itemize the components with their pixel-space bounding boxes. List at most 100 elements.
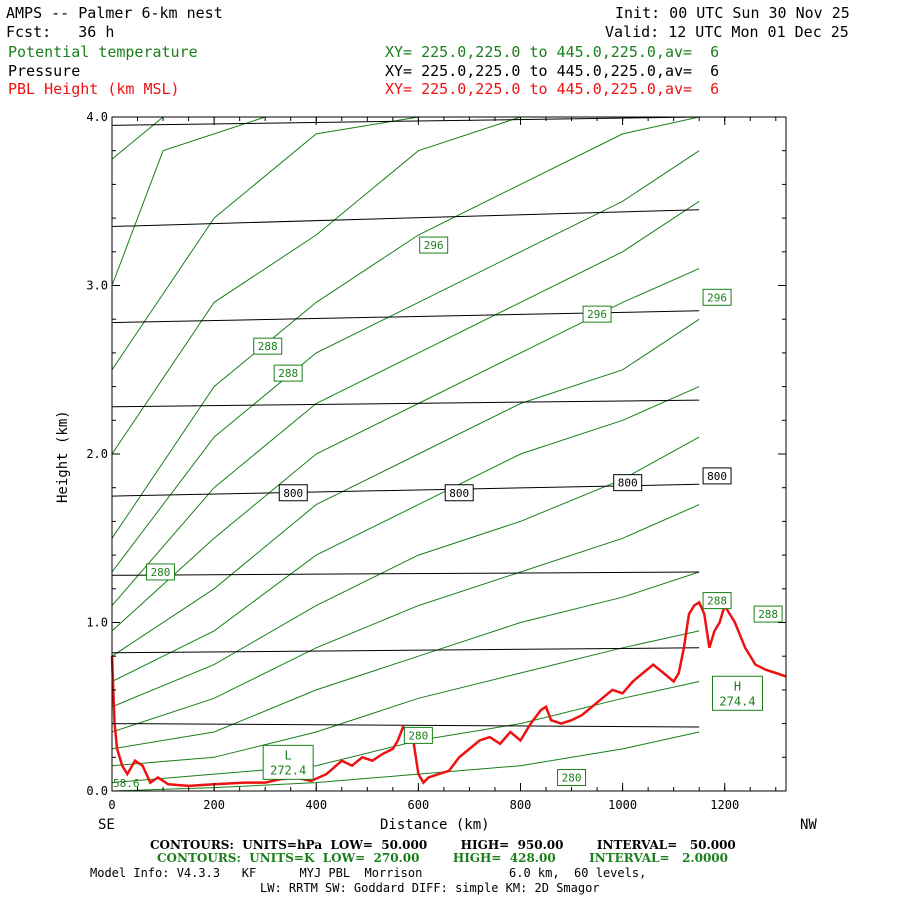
theta-contour-1 [111,116,700,286]
extremum-label-box [711,675,763,711]
contour-label-7: 800 [613,474,643,492]
x-tick-label: 1200 [710,798,739,812]
chart-title: AMPS -- Palmer 6-km nest [6,4,223,22]
pressure-contour-1 [111,209,700,227]
x-tick-label: 600 [408,798,430,812]
contour-label-box [419,236,449,254]
extremum-value: 272.4 [270,763,306,777]
contour-label-text: 288 [258,340,278,353]
contour-label-0: 296 [419,236,449,254]
pbl-height-line [110,600,787,788]
footer-model-info-2: LW: RRTM SW: Goddard DIFF: simple KM: 2D… [260,881,600,895]
valid-time: Valid: 12 UTC Mon 01 Dec 25 [605,23,849,41]
x-axis-label: Distance (km) [380,817,490,833]
pressure-contour-0 [111,116,700,126]
se-label: SE [98,817,115,833]
contour-label-10: 288 [702,592,732,610]
contour-label-6: 800 [444,484,474,502]
pressure-contour-4 [111,483,700,497]
field-name-pbl: PBL Height (km MSL) [8,80,180,98]
contour-label-13: 280 [557,769,587,787]
footer-contours-pressure: CONTOURS: UNITS=hPa LOW= 50.000 HIGH= 95… [150,838,736,852]
footer-contours-theta: CONTOURS: UNITS=K LOW= 270.00 HIGH= 428.… [157,851,728,865]
contour-label-box [613,474,643,492]
contour-label-box [444,484,474,502]
contour-label-9: 280 [146,563,176,581]
x-tick-label: 800 [510,798,532,812]
contour-label-text: 296 [424,239,444,252]
x-tick-label: 0 [108,798,115,812]
theta-contour-6 [111,200,700,606]
theta-contour-13 [111,630,700,767]
contour-label-box [702,592,732,610]
extremum-label-box [262,744,314,780]
contour-label-text: 288 [758,608,778,621]
pressure-contour-6 [111,647,700,654]
theta-contour-10 [111,436,700,708]
y-tick-label: 1.0 [86,616,108,630]
contour-label-text: 280 [408,729,428,742]
contour-label-box [146,563,176,581]
pressure-contour-5 [111,571,700,576]
x-tick-label: 1000 [608,798,637,812]
field-spec-theta: XY= 225.0,225.0 to 445.0,225.0,av= 6 [385,43,720,61]
y-tick-label: 0.0 [86,784,108,798]
pressure-contour-3 [111,399,700,408]
contour-label-text: 800 [283,487,303,500]
footer-model-info: Model Info: V4.3.3 KF MYJ PBL Morrison 6… [90,866,647,880]
contour-label-box [253,337,283,355]
contour-label-text: 800 [618,477,638,490]
contour-label-2: 296 [702,288,732,306]
field-spec-pbl: XY= 225.0,225.0 to 445.0,225.0,av= 6 [385,80,720,98]
contour-label-4: 288 [273,364,303,382]
contour-label-text: 288 [707,595,727,608]
contour-label-box [702,288,732,306]
contour-label-5: 800 [278,484,308,502]
contour-label-box [403,726,433,744]
theta-contour-8 [111,318,700,657]
contour-label-text: 800 [707,470,727,483]
nw-label: NW [800,817,817,833]
field-name-pressure: Pressure [8,62,81,80]
contour-label-box [273,364,303,382]
contour-label-text: 296 [707,291,727,304]
extremum-letter: L [285,748,292,762]
y-tick-label: 2.0 [86,447,108,461]
init-time: Init: 00 UTC Sun 30 Nov 25 [615,4,850,22]
plot-frame [111,116,787,792]
contour-label-text: 296 [587,308,607,321]
field-name-theta: Potential temperature [8,43,198,61]
theta-contour-11 [111,504,700,733]
contour-label-12: 280 [403,726,433,744]
contour-label-box [753,605,783,623]
contour-label-3: 288 [253,337,283,355]
extremum-letter: H [734,679,741,693]
y-tick-label: 4.0 [86,110,108,124]
contour-label-box [278,484,308,502]
corner-value-label: 58.6 [113,777,140,790]
contour-label-text: 288 [278,367,298,380]
theta-contour-4 [111,116,700,539]
contour-label-text: 280 [562,772,582,785]
field-spec-pressure: XY= 225.0,225.0 to 445.0,225.0,av= 6 [385,62,720,80]
y-tick-label: 3.0 [86,279,108,293]
theta-contour-9 [111,386,700,682]
contour-label-box [582,305,612,323]
contour-label-8: 800 [702,467,732,485]
theta-contour-5 [111,150,700,573]
y-axis-label: Height (km) [55,410,71,503]
contour-label-box [702,467,732,485]
contour-label-text: 280 [151,566,171,579]
contour-label-11: 288 [753,605,783,623]
pressure-contour-7 [111,723,700,728]
forecast-hour: Fcst: 36 h [6,23,115,41]
theta-contour-12 [111,571,700,750]
x-tick-label: 400 [305,798,327,812]
contour-label-1: 296 [582,305,612,323]
contour-label-text: 800 [449,487,469,500]
extremum-value: 274.4 [719,694,755,708]
x-tick-label: 200 [203,798,225,812]
